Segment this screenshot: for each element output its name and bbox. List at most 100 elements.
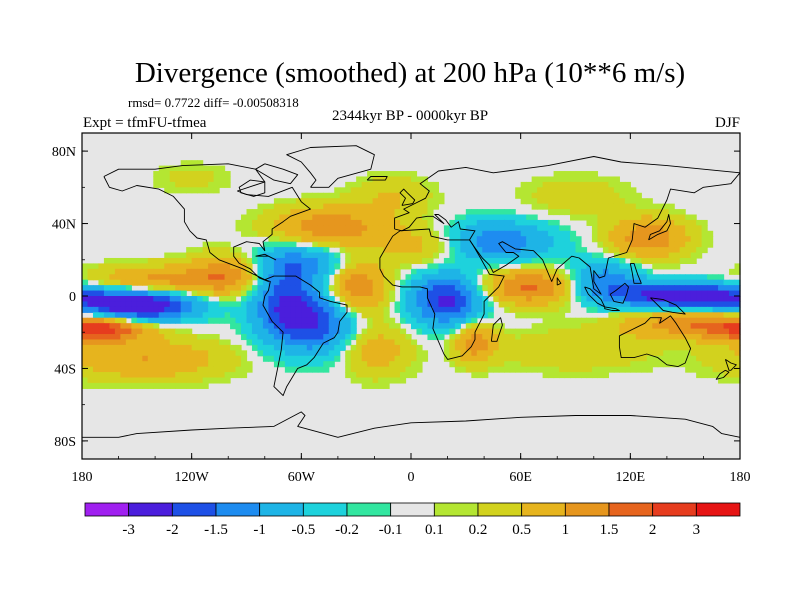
field-cell xyxy=(602,192,609,199)
field-cell xyxy=(553,274,560,281)
field-cell xyxy=(405,230,412,237)
field-cell xyxy=(306,219,313,226)
field-cell xyxy=(169,187,176,194)
field-cell xyxy=(602,290,609,297)
field-cell xyxy=(383,382,390,389)
field-cell xyxy=(597,203,604,210)
field-cell xyxy=(685,274,692,281)
field-cell xyxy=(718,296,725,303)
field-cell xyxy=(202,334,209,341)
field-cell xyxy=(443,317,450,324)
field-cell xyxy=(306,203,313,210)
field-cell xyxy=(317,203,324,210)
field-cell xyxy=(723,344,730,351)
field-cell xyxy=(696,252,703,259)
field-cell xyxy=(685,366,692,373)
field-cell xyxy=(230,263,237,270)
field-cell xyxy=(591,263,599,270)
field-cell xyxy=(674,214,681,221)
field-cell xyxy=(175,377,182,384)
field-cell xyxy=(701,344,708,351)
field-cell xyxy=(114,257,121,264)
field-cell xyxy=(493,219,500,226)
field-cell xyxy=(548,181,555,188)
field-cell xyxy=(246,214,253,221)
field-cell xyxy=(230,361,237,368)
field-cell xyxy=(290,236,297,243)
field-cell xyxy=(301,209,308,216)
field-cell xyxy=(328,198,335,205)
season-label: DJF xyxy=(715,115,740,131)
field-cell xyxy=(114,328,121,335)
field-cell xyxy=(570,252,577,259)
field-cell xyxy=(257,323,264,330)
field-cell xyxy=(416,296,423,303)
field-cell xyxy=(646,350,653,357)
field-cell xyxy=(515,366,522,373)
field-cell xyxy=(241,225,248,232)
field-cell xyxy=(389,181,396,188)
field-cell xyxy=(685,296,692,303)
field-cell xyxy=(421,328,429,335)
field-cell xyxy=(202,366,209,373)
field-cell xyxy=(164,176,171,183)
field-cell xyxy=(372,236,379,243)
field-cell xyxy=(427,312,434,319)
field-cell xyxy=(180,366,187,373)
field-cell xyxy=(345,339,352,346)
field-cell xyxy=(339,187,346,194)
field-cell xyxy=(164,279,171,286)
field-cell xyxy=(493,344,500,351)
field-cell xyxy=(125,279,132,286)
field-cell xyxy=(679,247,686,254)
field-cell xyxy=(591,203,599,210)
field-cell xyxy=(646,344,653,351)
field-cell xyxy=(613,366,620,373)
field-cell xyxy=(493,355,500,362)
field-cell xyxy=(114,301,121,308)
field-cell xyxy=(328,306,335,313)
field-cell xyxy=(186,274,193,281)
field-cell xyxy=(663,279,670,286)
field-cell xyxy=(301,192,308,199)
field-cell xyxy=(602,317,609,324)
field-cell xyxy=(465,252,472,259)
field-cell xyxy=(230,350,237,357)
coastline-path xyxy=(103,163,311,282)
field-cell xyxy=(164,361,171,368)
coastline-path xyxy=(648,214,671,241)
field-cell xyxy=(131,355,138,362)
field-cell xyxy=(142,317,149,324)
field-cell xyxy=(526,230,533,237)
field-cell xyxy=(389,328,396,335)
field-cell xyxy=(389,176,396,183)
field-cell xyxy=(131,279,138,286)
field-cell xyxy=(531,187,538,194)
field-cell xyxy=(383,290,390,297)
field-cell xyxy=(345,317,352,324)
field-cell xyxy=(323,355,330,362)
field-cell xyxy=(213,263,220,270)
field-cell xyxy=(153,268,160,275)
field-cell xyxy=(268,241,275,248)
field-cell xyxy=(394,344,401,351)
field-cell xyxy=(619,225,626,232)
field-cell xyxy=(350,236,357,243)
field-cell xyxy=(109,312,116,319)
field-cell xyxy=(383,225,390,232)
field-cell xyxy=(701,350,708,357)
field-cell xyxy=(279,230,286,237)
field-cell xyxy=(734,306,741,313)
field-cell xyxy=(268,209,275,216)
field-cell xyxy=(87,274,94,281)
field-cell xyxy=(317,236,324,243)
field-cell xyxy=(646,225,653,232)
field-cell xyxy=(542,296,549,303)
field-cell xyxy=(295,328,302,335)
field-cell xyxy=(498,290,505,297)
field-cell xyxy=(630,236,637,243)
field-cell xyxy=(537,328,544,335)
field-cell xyxy=(230,285,237,292)
field-cell xyxy=(482,285,489,292)
field-cell xyxy=(208,350,215,357)
